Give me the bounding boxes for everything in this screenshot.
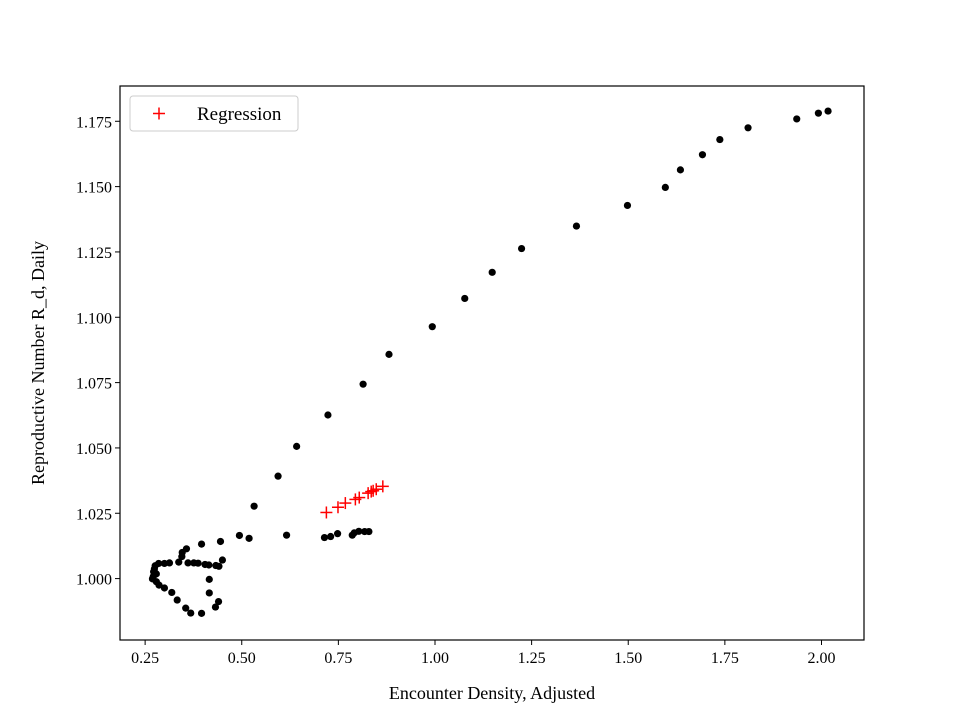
data-point [175, 558, 183, 566]
y-tick-label: 1.150 [76, 180, 112, 197]
data-point [324, 411, 332, 419]
data-point [197, 609, 206, 617]
legend-regression-marker [153, 107, 165, 120]
data-point [190, 559, 198, 567]
data-point [197, 540, 206, 548]
y-tick-label: 1.175 [76, 114, 112, 131]
x-tick-label: 0.25 [131, 650, 159, 667]
data-point [155, 581, 163, 589]
data-point [385, 350, 393, 358]
x-tick-label: 0.75 [324, 650, 352, 667]
data-point [333, 530, 342, 538]
data-point [205, 589, 213, 597]
data-point [572, 222, 581, 230]
x-tick-label: 0.50 [228, 650, 256, 667]
data-point [212, 561, 220, 570]
data-point [160, 559, 169, 568]
data-point [698, 151, 707, 159]
data-point [661, 183, 669, 191]
data-point [218, 556, 227, 564]
data-point [282, 531, 291, 539]
data-point [274, 472, 282, 480]
y-tick-label: 1.125 [76, 245, 112, 262]
data-point [205, 575, 213, 583]
data-point [245, 534, 253, 542]
data-point [488, 268, 496, 276]
data-point [327, 532, 335, 541]
data-point [235, 531, 244, 540]
regression-point [320, 506, 333, 519]
data-points [148, 107, 832, 617]
data-point [744, 124, 752, 132]
data-point [216, 537, 225, 546]
data-point [814, 109, 822, 117]
data-point [293, 442, 301, 450]
y-tick-label: 1.050 [76, 441, 112, 458]
regression-point [376, 480, 389, 493]
data-point [461, 294, 469, 303]
x-tick-label: 2.00 [807, 650, 835, 667]
y-axis-label: Reproductive Number R_d, Daily [28, 241, 48, 485]
x-tick-label: 1.50 [614, 650, 642, 667]
x-tick-label: 1.25 [518, 650, 546, 667]
data-point [320, 533, 329, 542]
data-point [355, 527, 363, 535]
legend-box [129, 95, 299, 132]
x-axis-label: Encounter Density, Adjusted [389, 683, 595, 703]
x-tick-label: 1.00 [421, 650, 449, 667]
data-point [517, 244, 526, 253]
data-point [365, 527, 373, 536]
data-point [793, 115, 801, 123]
data-point [716, 135, 724, 144]
y-tick-label: 1.025 [76, 506, 112, 523]
regression-point [353, 491, 366, 504]
data-point [184, 559, 192, 567]
legend-regression-label: Regression [197, 104, 282, 125]
plot-frame [119, 85, 865, 641]
legend: Regression [129, 95, 299, 132]
data-point [187, 609, 195, 617]
data-point [160, 584, 169, 592]
data-point [201, 560, 209, 569]
y-tick-label: 1.075 [76, 376, 112, 393]
data-point [173, 596, 181, 604]
regression-point [365, 485, 378, 498]
data-point [214, 597, 223, 606]
y-tick-label: 1.000 [76, 572, 112, 589]
data-point [824, 107, 832, 115]
data-point [676, 166, 685, 174]
data-point [211, 603, 220, 611]
y-tick-label: 1.100 [76, 310, 112, 327]
data-point [178, 553, 186, 561]
data-point [428, 323, 436, 331]
axis-ticks: 0.25 0.50 0.75 1.00 1.25 1.50 1.75 2.00 1.000 1.0… [76, 114, 835, 667]
data-point [168, 588, 176, 597]
data-point [182, 604, 190, 612]
data-point [359, 380, 367, 388]
x-tick-label: 1.75 [711, 650, 739, 667]
data-point [623, 201, 632, 210]
data-point [250, 502, 258, 510]
regression-point [367, 484, 380, 497]
regression-point [339, 497, 352, 510]
plot-area [120, 86, 864, 640]
regression-point [331, 501, 344, 514]
regression-point [362, 487, 375, 500]
regression-point [370, 483, 383, 496]
